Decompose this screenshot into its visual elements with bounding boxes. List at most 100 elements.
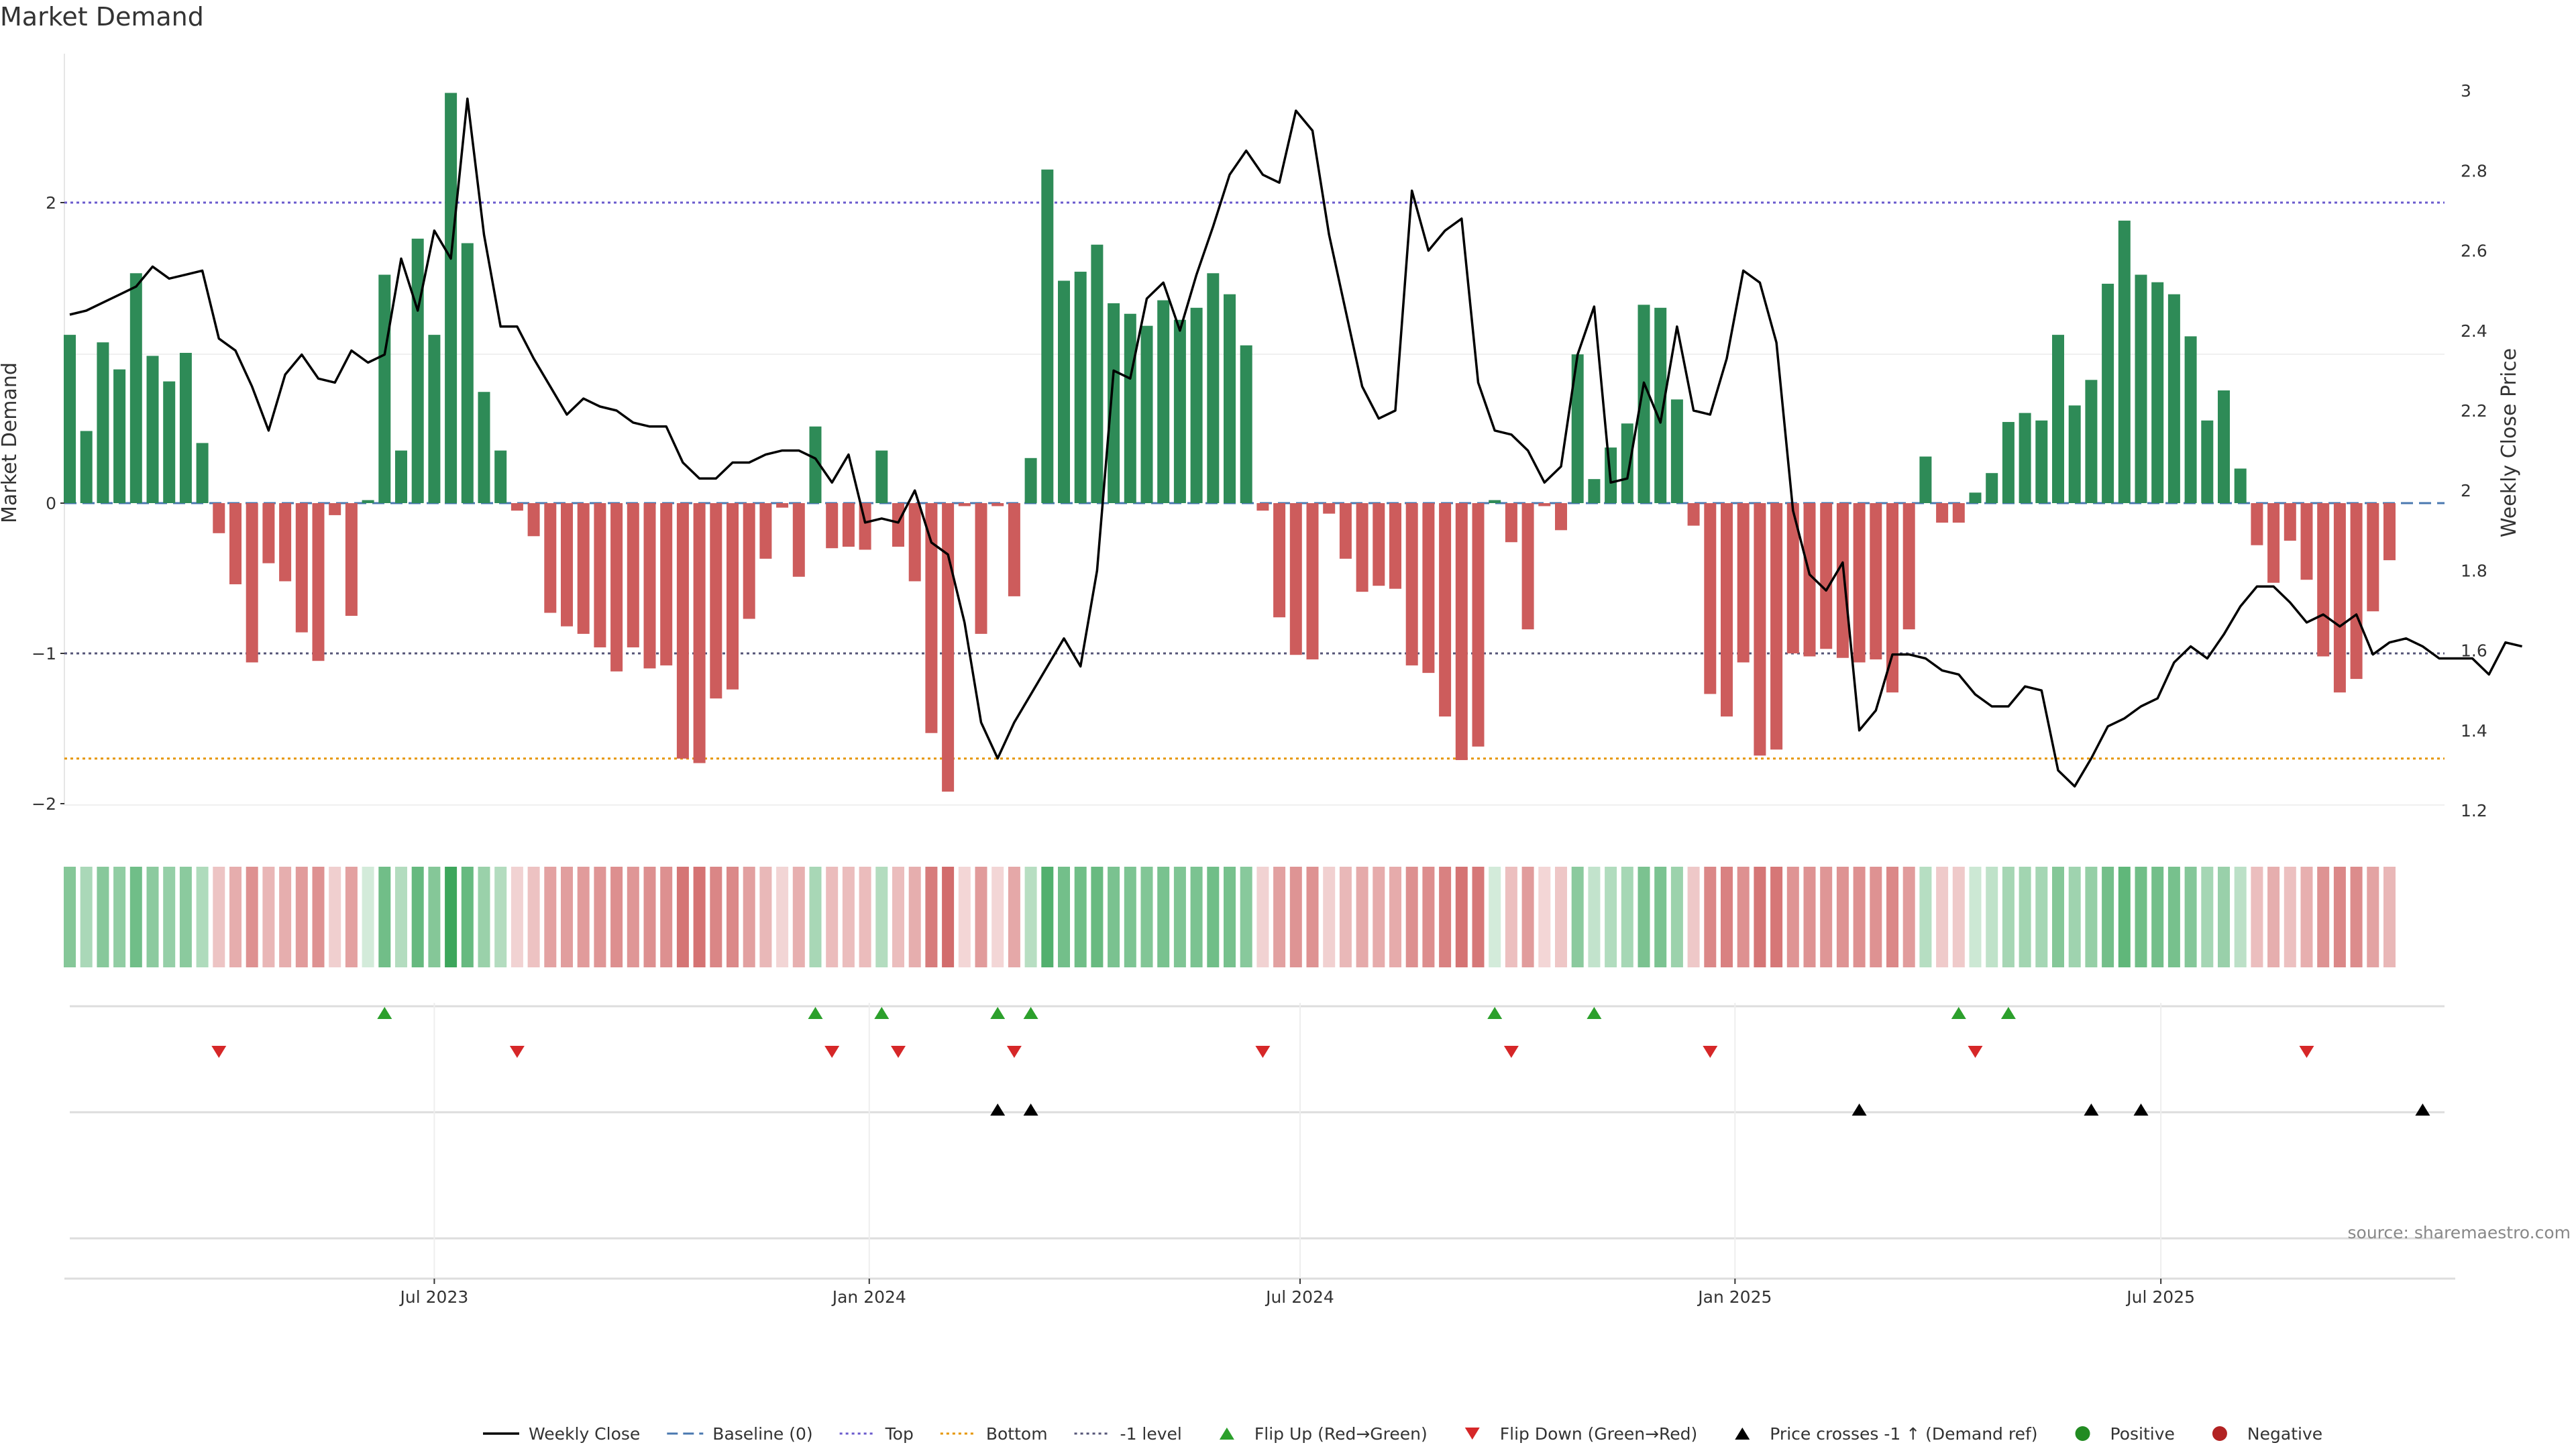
heat-cell [1124,867,1136,967]
heat-cell [478,867,490,967]
flip-down-marker [1255,1046,1271,1058]
demand-bar [2300,503,2313,580]
heat-cell [163,867,176,967]
legend-label: Flip Up (Red→Green) [1254,1424,1428,1444]
heat-cell [2102,867,2114,967]
demand-bar [2317,503,2330,657]
demand-bar [2350,503,2363,680]
demand-bar [1024,458,1037,503]
demand-bar [826,503,839,549]
demand-bar [1538,503,1551,506]
heat-cell [1074,867,1087,967]
demand-bar [1124,313,1136,503]
demand-bar [2284,503,2296,541]
x-tick-label: Jan 2024 [831,1287,906,1307]
heat-cell [1505,867,1517,967]
demand-bar [1273,503,1286,618]
demand-bar [494,450,507,503]
legend-swatch [1735,1428,1750,1440]
flip-up-marker [990,1007,1006,1019]
flip-down-marker [824,1046,840,1058]
heat-cell [2151,867,2164,967]
demand-bar [1489,500,1501,503]
demand-bar [975,503,987,634]
heat-cell [1339,867,1352,967]
price-cross-marker [2415,1104,2430,1116]
demand-bar [2167,294,2180,503]
legend-swatch [2075,1426,2090,1441]
demand-bar [246,503,258,663]
demand-bar [1555,503,1567,531]
demand-bar [1224,294,1236,503]
heat-cell [1489,867,1501,967]
demand-bar [776,503,789,508]
heat-cell [610,867,623,967]
demand-bar [1389,503,1401,589]
demand-bar [295,503,308,633]
demand-bar [1952,503,1965,523]
heat-cell [1638,867,1650,967]
demand-bar [1439,503,1452,717]
demand-bar [1472,503,1485,747]
flip-down-marker [891,1046,906,1058]
flip-up-marker [377,1007,392,1019]
demand-bar [146,356,159,503]
heat-cell [743,867,755,967]
demand-bar [229,503,241,584]
heat-cell [527,867,540,967]
demand-bar [942,503,955,792]
legend-label: Flip Down (Green→Red) [1500,1424,1698,1444]
heat-cell [693,867,706,967]
legend-swatch [2212,1426,2227,1441]
demand-bar [445,93,458,504]
y2-tick-label: 1.8 [2461,561,2487,580]
demand-bar [1670,399,1683,503]
demand-bar [1505,503,1517,543]
demand-bar [461,243,474,503]
heat-cell [776,867,789,967]
demand-bar [1853,503,1866,663]
heat-cell [908,867,921,967]
heat-cell [875,867,888,967]
price-cross-marker [2133,1104,2149,1116]
demand-bar [759,503,772,559]
heat-cell [1687,867,1700,967]
heat-cell [826,867,839,967]
demand-bar [262,503,275,564]
legend-label: Price crosses -1 ↑ (Demand ref) [1770,1424,2037,1444]
demand-bar [925,503,938,733]
heat-cell [1754,867,1766,967]
demand-bar [1008,503,1020,596]
heat-cell [676,867,689,967]
heat-cell [1886,867,1898,967]
heat-cell [2234,867,2247,967]
heat-cell [1422,867,1435,967]
demand-bar [80,431,93,503]
heat-cell [1538,867,1551,967]
heat-cell [1256,867,1269,967]
demand-bar [312,503,325,661]
flip-up-marker [1951,1007,1966,1019]
demand-bar [627,503,639,648]
heat-cell [229,867,241,967]
heat-cell [1108,867,1120,967]
demand-bar [411,238,424,503]
y2-tick-label: 3 [2461,81,2471,101]
demand-bar [1405,503,1418,665]
heat-cell [1919,867,1932,967]
demand-bar [1422,503,1435,674]
demand-bar [1108,303,1120,503]
demand-bar [2201,420,2214,503]
heat-cell [842,867,855,967]
heat-cell [1803,867,1816,967]
demand-bar [1638,305,1650,503]
demand-bar [2085,380,2098,503]
demand-bar [1058,280,1070,503]
demand-bar [2218,390,2230,503]
heat-cell [2085,867,2098,967]
y-tick-label: −1 [32,644,56,663]
heat-cell [1024,867,1037,967]
legend-label: Weekly Close [529,1424,640,1444]
legend: Weekly Close Baseline (0) Top Bottom -1 leve… [483,1424,2322,1444]
